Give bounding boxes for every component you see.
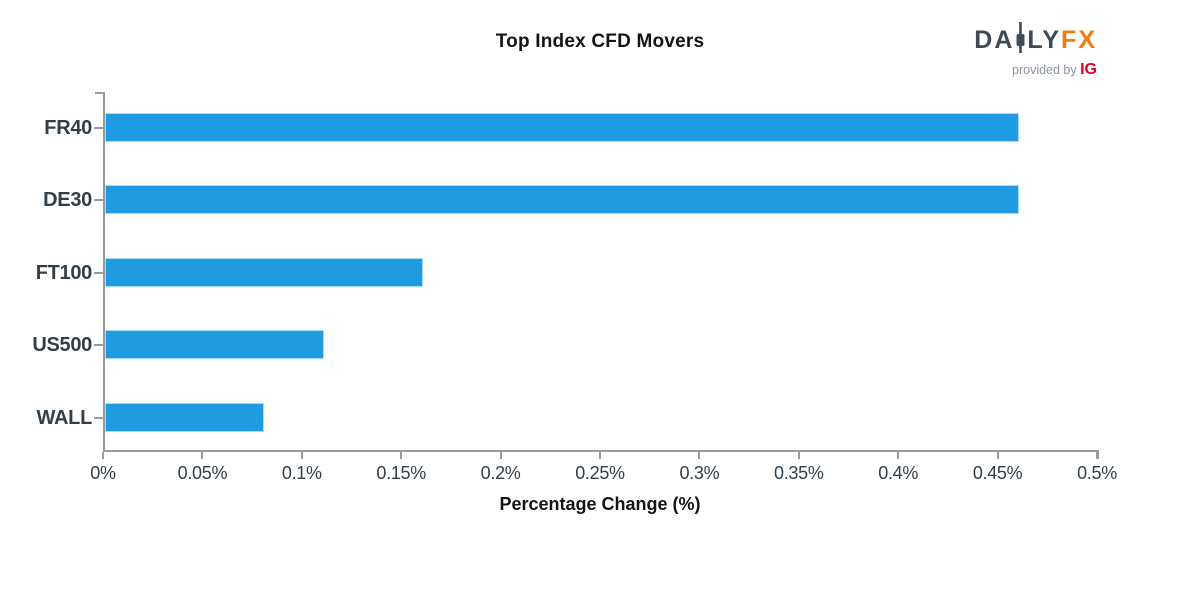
- x-tick: [400, 452, 403, 459]
- x-tick: [201, 452, 204, 459]
- x-tick-label: 0%: [90, 463, 116, 483]
- x-tick: [300, 452, 303, 459]
- category-tick: [94, 344, 103, 346]
- category-label: DE30: [43, 189, 92, 211]
- bar-de30: [105, 185, 1019, 214]
- x-tick: [1096, 452, 1098, 459]
- x-tick: [599, 452, 601, 459]
- category-tick: [94, 417, 103, 419]
- x-tick-label: 0.05%: [177, 463, 228, 483]
- provided-by-text: provided by: [1012, 63, 1081, 77]
- category-tick: [94, 199, 103, 201]
- x-tick: [499, 452, 502, 459]
- category-label: US500: [32, 334, 92, 356]
- category-label: FT100: [35, 262, 93, 284]
- x-axis-label: Percentage Change (%): [499, 494, 701, 514]
- bar-us500: [105, 330, 324, 359]
- chart-title: Top Index CFD Movers: [495, 31, 705, 52]
- x-axis-line: [103, 450, 1099, 452]
- dailyfx-wordmark: DA LYFX: [974, 22, 1097, 58]
- bar-wall: [105, 403, 264, 432]
- category-label: WALL: [36, 407, 93, 429]
- logo-provided-by: provided by IG: [974, 62, 1097, 78]
- logo-text-da: DA: [974, 26, 1015, 54]
- category-label: FR40: [44, 117, 92, 139]
- logo-text-ly: LY: [1027, 26, 1062, 54]
- bar-ft100: [105, 258, 423, 287]
- x-tick: [698, 452, 701, 459]
- bar-fr40: [105, 113, 1019, 142]
- y-axis-line: [103, 92, 105, 452]
- y-axis-end-tick: [95, 92, 103, 94]
- x-tick: [996, 452, 999, 459]
- dailyfx-logo: DA LYFX provided by IG: [974, 22, 1097, 78]
- x-tick-label: 0.5%: [1077, 463, 1117, 483]
- x-tick-label: 0.45%: [972, 463, 1023, 483]
- x-tick: [102, 452, 104, 459]
- category-tick: [94, 272, 103, 274]
- x-tick-label: 0.1%: [281, 463, 322, 483]
- x-tick: [797, 452, 800, 459]
- candlestick-icon: [1015, 22, 1026, 58]
- x-tick: [897, 452, 900, 459]
- x-tick-label: 0.35%: [774, 463, 824, 483]
- category-tick: [94, 127, 103, 129]
- x-tick-label: 0.4%: [878, 463, 919, 483]
- x-tick-label: 0.2%: [480, 463, 521, 483]
- x-tick-label: 0.3%: [679, 463, 720, 483]
- x-tick-label: 0.15%: [376, 463, 426, 483]
- x-tick-label: 0.25%: [575, 463, 625, 483]
- ig-logo: IG: [1080, 61, 1097, 78]
- x-axis-end-tick: [1097, 452, 1099, 459]
- logo-text-fx: FX: [1061, 26, 1097, 54]
